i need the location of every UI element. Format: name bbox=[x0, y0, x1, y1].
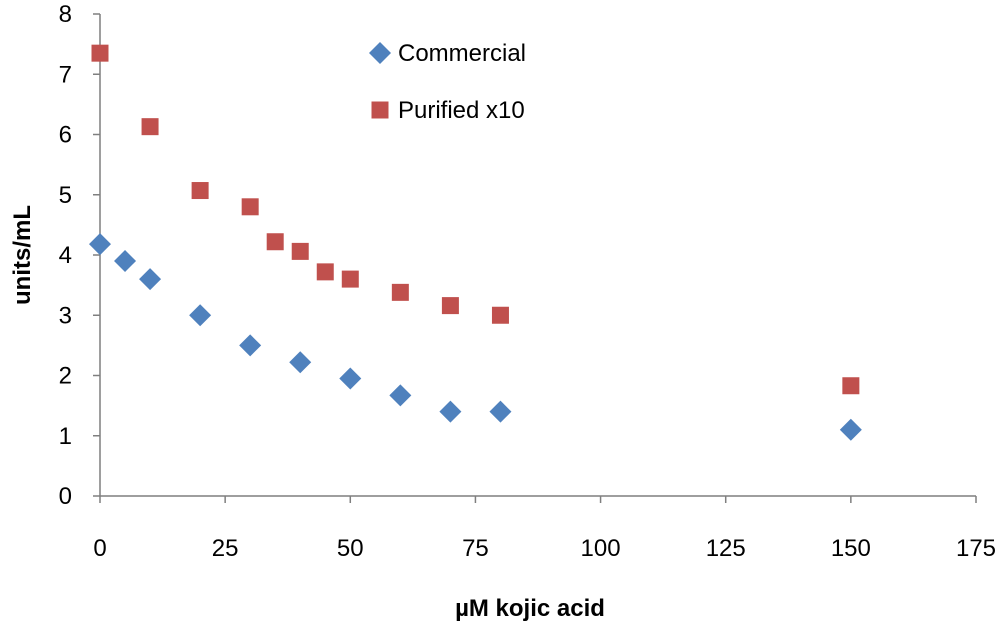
commercial-point bbox=[289, 351, 312, 374]
purified-x10-point bbox=[391, 283, 409, 301]
purified-x10-point bbox=[141, 118, 159, 136]
x-tick-label: 75 bbox=[462, 535, 489, 562]
legend-marker-purified-x10 bbox=[371, 101, 389, 119]
x-ticks: 0 25 50 75 100 125 150 175 bbox=[93, 496, 996, 562]
legend-marker-commercial bbox=[369, 42, 391, 64]
purified-x10-point bbox=[241, 198, 259, 216]
x-tick-label: 125 bbox=[706, 535, 746, 562]
x-tick-label: 150 bbox=[831, 535, 871, 562]
commercial-point bbox=[239, 334, 262, 357]
purified-x10-point bbox=[316, 263, 334, 281]
y-tick-label: 8 bbox=[59, 1, 72, 28]
commercial-point bbox=[114, 250, 137, 273]
y-tick-label: 5 bbox=[59, 182, 72, 209]
y-ticks: 0 1 2 3 4 5 6 7 8 bbox=[59, 1, 100, 510]
x-tick-label: 50 bbox=[337, 535, 364, 562]
commercial-point bbox=[839, 418, 862, 441]
legend-label-commercial: Commercial bbox=[398, 40, 526, 67]
y-tick-label: 0 bbox=[59, 483, 72, 510]
y-tick-label: 4 bbox=[59, 242, 72, 269]
axes bbox=[99, 14, 976, 497]
purified-x10-point bbox=[266, 233, 284, 251]
commercial-point bbox=[339, 367, 362, 390]
x-tick-label: 0 bbox=[93, 535, 106, 562]
commercial-point bbox=[389, 384, 412, 407]
commercial-point bbox=[89, 233, 111, 256]
x-tick-label: 175 bbox=[956, 535, 996, 562]
y-tick-label: 6 bbox=[59, 122, 72, 149]
commercial-point bbox=[189, 304, 212, 327]
purified-x10-point bbox=[491, 306, 509, 324]
purified-x10-point bbox=[191, 182, 209, 200]
x-tick-label: 25 bbox=[212, 535, 239, 562]
legend: Commercial Purified x10 bbox=[369, 40, 526, 124]
y-tick-label: 3 bbox=[59, 302, 72, 329]
y-tick-label: 1 bbox=[59, 423, 72, 450]
x-tick-label: 100 bbox=[581, 535, 621, 562]
commercial-point bbox=[489, 400, 512, 423]
y-axis-title: units/mL bbox=[9, 205, 36, 305]
data-markers bbox=[89, 44, 862, 441]
commercial-point bbox=[139, 268, 162, 291]
purified-x10-point bbox=[291, 242, 309, 260]
purified-x10-point bbox=[441, 297, 459, 315]
commercial-point bbox=[439, 400, 462, 423]
x-axis-title: µM kojic acid bbox=[455, 595, 605, 622]
legend-label-purified-x10: Purified x10 bbox=[398, 97, 525, 124]
y-tick-label: 7 bbox=[59, 61, 72, 88]
purified-x10-point bbox=[341, 270, 359, 288]
purified-x10-point bbox=[842, 377, 860, 395]
y-tick-label: 2 bbox=[59, 363, 72, 390]
purified-x10-point bbox=[91, 44, 109, 62]
